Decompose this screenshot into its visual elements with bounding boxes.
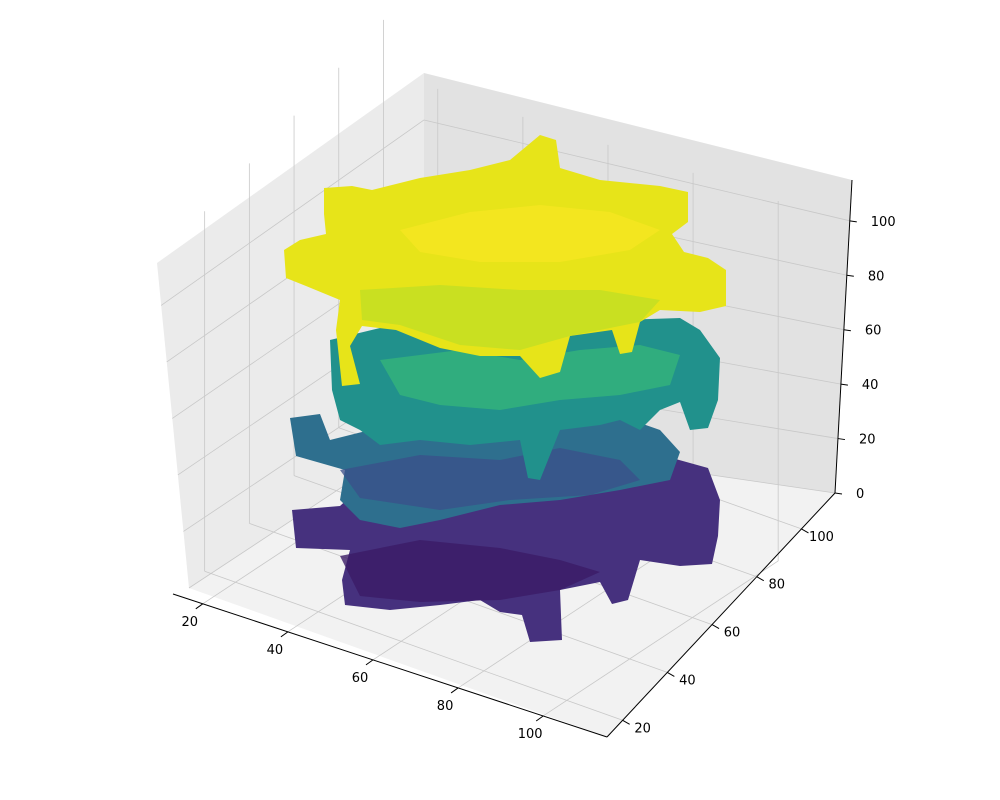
y-grid-line xyxy=(204,570,623,721)
z-tick-label: 100 xyxy=(871,215,896,230)
x-tick-mark xyxy=(535,715,544,722)
z-tick-mark xyxy=(846,274,854,277)
y-tick-mark xyxy=(711,624,720,630)
y-tick-label: 40 xyxy=(679,673,696,688)
bottom-isosurface-shade xyxy=(340,540,600,602)
x-tick-label: 20 xyxy=(182,615,199,630)
z-tick-mark xyxy=(849,220,857,223)
z-tick-label: 60 xyxy=(865,324,882,339)
y-tick-label: 60 xyxy=(724,626,741,641)
y-tick-mark xyxy=(667,671,675,677)
z-tick-mark xyxy=(837,438,846,441)
y-tick-mark xyxy=(622,719,630,725)
top-isosurface-highlight xyxy=(400,205,660,262)
x-tick-label: 60 xyxy=(352,671,369,686)
z-tick-mark xyxy=(834,492,843,495)
lower-middle-isosurface-shade xyxy=(340,448,640,510)
z-grid-line xyxy=(423,119,850,222)
z-tick-mark xyxy=(840,383,848,386)
y-tick-mark xyxy=(756,576,765,582)
z-tick-label: 80 xyxy=(868,269,885,284)
x-tick-mark xyxy=(195,603,204,610)
z-tick-label: 40 xyxy=(862,378,879,393)
x-tick-mark xyxy=(280,631,289,638)
isosurface-layers xyxy=(284,135,726,642)
x-tick-mark xyxy=(450,687,459,694)
z-tick-label: 0 xyxy=(856,487,864,502)
upper-middle-isosurface-highlight xyxy=(380,345,680,410)
x-tick-label: 40 xyxy=(267,643,284,658)
x-axis-line xyxy=(172,593,608,738)
x-tick-label: 80 xyxy=(437,699,454,714)
x-tick-mark xyxy=(365,659,374,666)
axis-lines xyxy=(172,179,857,738)
x-tick-label: 100 xyxy=(518,727,543,742)
z-tick-mark xyxy=(843,329,851,332)
z-grid-line xyxy=(160,119,425,306)
y-axis-line xyxy=(606,492,836,738)
z-axis-line xyxy=(834,179,853,494)
top-isosurface-shade xyxy=(360,285,660,350)
tick-labels: 20 40 60 80 100 20 40 60 80 100 0 20 40 … xyxy=(182,215,896,742)
x-grid-line xyxy=(542,560,779,717)
y-tick-mark xyxy=(801,528,809,534)
z-tick-label: 20 xyxy=(859,433,876,448)
y-tick-label: 80 xyxy=(768,578,785,593)
y-tick-label: 20 xyxy=(634,721,651,736)
y-tick-label: 100 xyxy=(809,530,834,545)
